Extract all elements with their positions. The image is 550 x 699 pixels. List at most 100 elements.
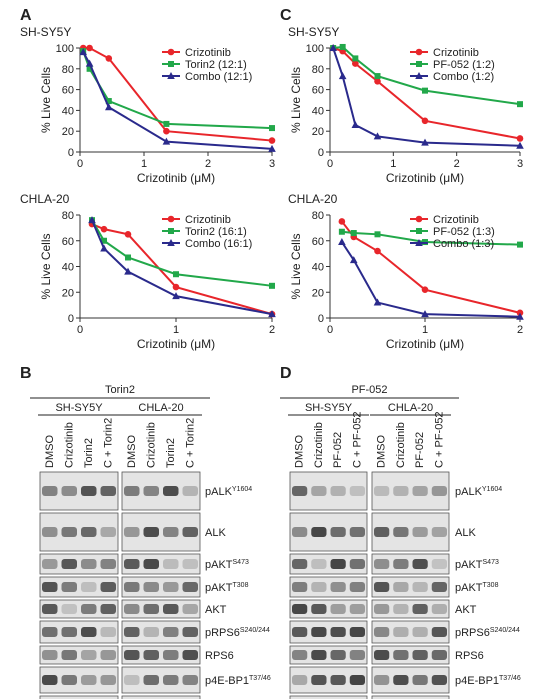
y-tick-label: 80: [312, 210, 324, 222]
blot-band: [182, 527, 198, 537]
blot-band: [330, 559, 346, 569]
blot-band: [61, 486, 77, 496]
lane-label: DMSO: [126, 435, 138, 468]
blot-band: [311, 675, 327, 685]
legend-label: Combo (1:2): [433, 71, 494, 83]
blot-frame: [371, 576, 450, 598]
marker: [374, 247, 381, 255]
y-tick-label: 0: [68, 313, 74, 325]
blot-band: [292, 527, 308, 537]
marker: [268, 310, 276, 318]
row-label-name: ALK: [205, 527, 226, 539]
blot-band: [100, 627, 116, 637]
blot-band: [182, 582, 198, 592]
blot-band: [311, 486, 327, 496]
blot-band: [393, 527, 409, 537]
blot-band: [292, 675, 308, 685]
row-label: RPS6: [455, 650, 484, 662]
blot-band: [143, 559, 159, 569]
blot-band: [393, 604, 409, 614]
blot-frame: [121, 620, 201, 644]
blot-band: [81, 486, 97, 496]
marker: [124, 267, 132, 275]
blot-band: [124, 527, 140, 537]
blot-band: [100, 486, 116, 496]
y-tick-label: 60: [312, 236, 324, 248]
blot-band: [349, 675, 365, 685]
legend-label: Combo (12:1): [185, 71, 252, 83]
treatment-header: Torin2: [105, 384, 135, 396]
blot-band: [393, 675, 409, 685]
marker: [269, 282, 275, 289]
chart-title: CHLA-20: [20, 192, 70, 206]
x-axis-label: Crizotinib (μM): [137, 171, 215, 185]
blot-band: [311, 582, 327, 592]
blot-band: [42, 627, 58, 637]
blot-band: [412, 604, 428, 614]
row-label-sup: T37/46: [249, 675, 271, 682]
y-tick-label: 100: [306, 43, 324, 55]
marker: [373, 132, 382, 140]
y-tick-label: 40: [62, 105, 74, 117]
row-label: pAKTT308: [455, 582, 499, 594]
row-label-sup: Y1604: [232, 486, 252, 493]
y-tick-label: 60: [62, 85, 74, 97]
row-label-name: pAKT: [205, 582, 233, 594]
legend-marker: [167, 215, 175, 223]
x-tick-label: 2: [517, 324, 523, 336]
blot-band: [431, 604, 447, 614]
x-tick-label: 2: [454, 158, 460, 170]
legend-label: Combo (1:3): [433, 238, 494, 250]
marker: [351, 120, 360, 128]
marker: [338, 218, 346, 225]
marker: [349, 256, 358, 264]
blot-band: [431, 486, 447, 496]
blot-frame: [289, 620, 368, 644]
blot-band: [100, 559, 116, 569]
y-tick-label: 80: [62, 210, 74, 222]
x-tick-label: 1: [422, 324, 428, 336]
blot-band: [143, 582, 159, 592]
row-label-sup: S240/244: [490, 627, 520, 634]
marker: [105, 98, 112, 105]
marker: [421, 310, 429, 318]
y-tick-label: 40: [312, 105, 324, 117]
row-label: pAKTT308: [205, 582, 249, 594]
blot-band: [431, 582, 447, 592]
row-label: pRPS6S240/244: [205, 627, 270, 639]
marker: [338, 228, 345, 235]
blot-band: [393, 559, 409, 569]
row-label-name: ALK: [455, 527, 476, 539]
blot-band: [182, 486, 198, 496]
blot-band: [143, 650, 159, 660]
marker: [172, 292, 180, 300]
blot-band: [100, 527, 116, 537]
blot-band: [163, 486, 179, 496]
marker: [422, 87, 428, 94]
blot-frame: [39, 695, 119, 699]
blot-band: [163, 582, 179, 592]
lane-label: C + Torin2: [102, 418, 114, 468]
blot-frame: [121, 599, 201, 619]
blot-frame: [289, 576, 368, 598]
blot-band: [431, 675, 447, 685]
blot-band: [330, 527, 346, 537]
row-label-name: AKT: [205, 604, 227, 616]
cell-line-label: CHLA-20: [388, 402, 433, 414]
blot-band: [349, 486, 365, 496]
blot-band: [330, 486, 346, 496]
blot-band: [431, 650, 447, 660]
blot-band: [100, 675, 116, 685]
blot-band: [42, 650, 58, 660]
row-label: pALKY1604: [455, 486, 502, 498]
blot-band: [349, 650, 365, 660]
x-axis-label: Crizotinib (μM): [386, 337, 464, 351]
row-label-sup: Y1604: [482, 486, 502, 493]
blot-band: [100, 650, 116, 660]
marker: [162, 137, 171, 145]
blot-band: [163, 527, 179, 537]
blot-band: [42, 604, 58, 614]
row-label: p4E-BP1T37/46: [205, 675, 271, 687]
lane-label: C + PF-052: [433, 411, 445, 468]
blot-band: [311, 559, 327, 569]
